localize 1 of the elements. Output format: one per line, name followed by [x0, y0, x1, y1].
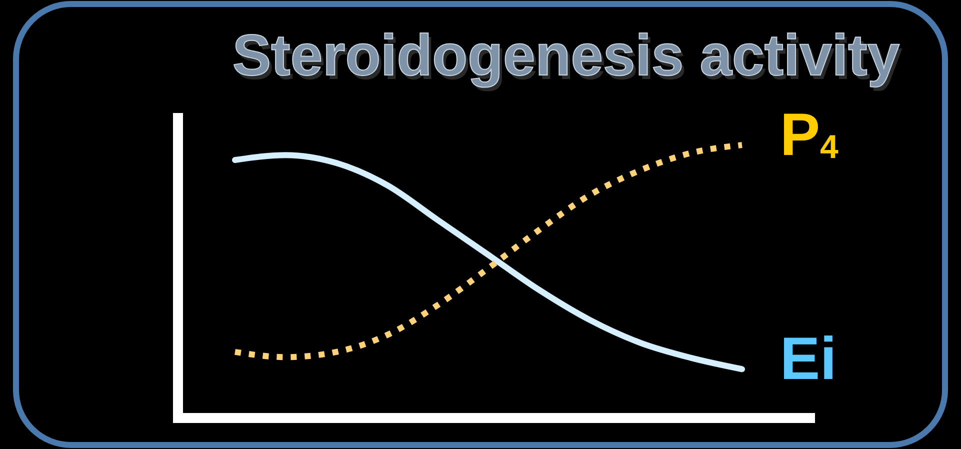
series-label: Ei	[780, 325, 837, 392]
